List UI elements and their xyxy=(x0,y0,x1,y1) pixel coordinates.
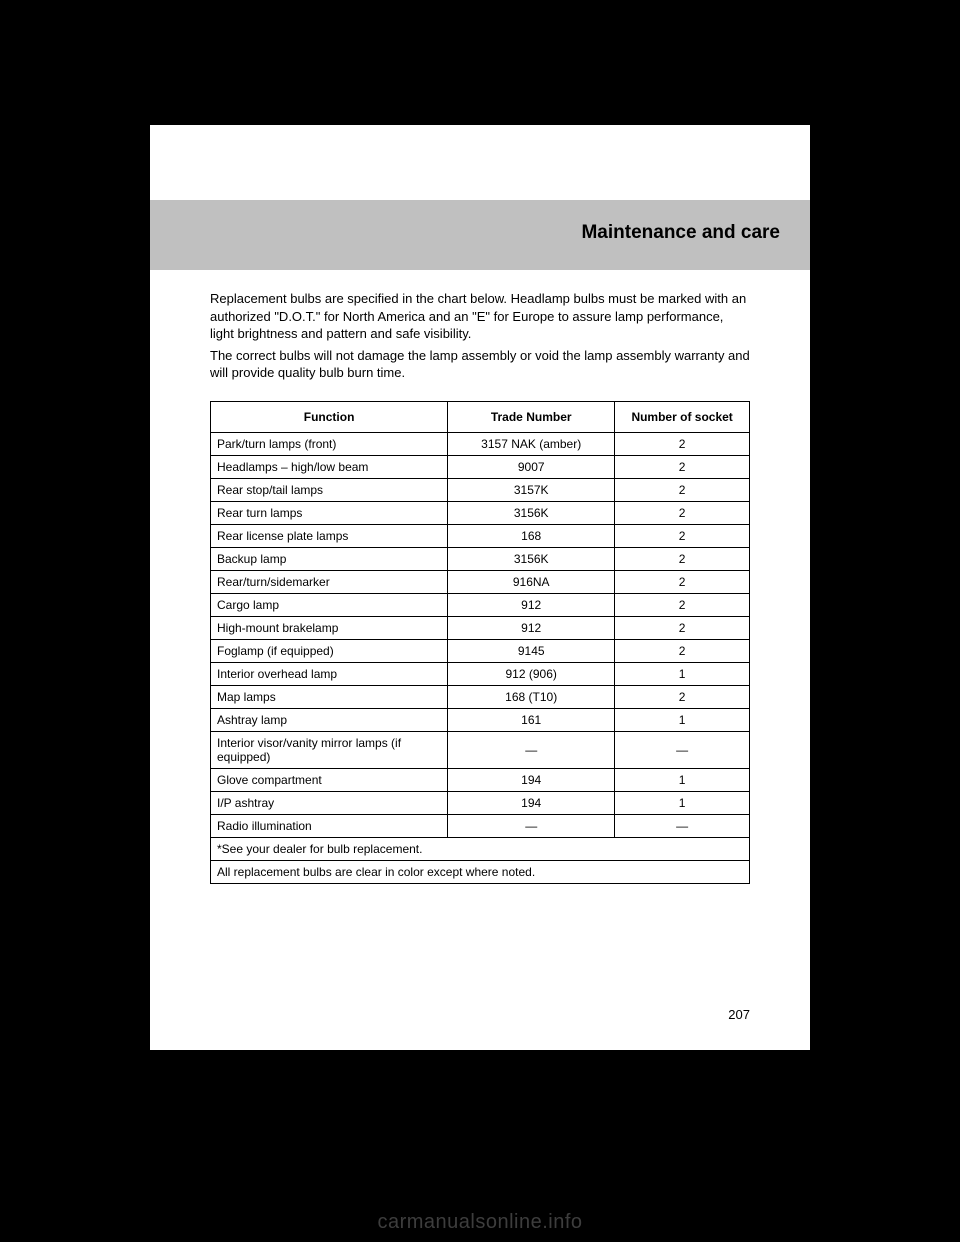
table-row: I/P ashtray 194 1 xyxy=(211,792,750,815)
footnote-clear: All replacement bulbs are clear in color… xyxy=(211,861,750,884)
cell-function: Radio illumination xyxy=(211,815,448,838)
cell-socket: — xyxy=(615,732,750,769)
cell-socket: 2 xyxy=(615,594,750,617)
cell-socket: 1 xyxy=(615,663,750,686)
cell-trade: 194 xyxy=(448,769,615,792)
page-number: 207 xyxy=(728,1007,750,1022)
cell-trade: 3157 NAK (amber) xyxy=(448,433,615,456)
cell-socket: 2 xyxy=(615,479,750,502)
bulb-table-wrap: Function Trade Number Number of socket P… xyxy=(210,401,750,884)
table-row: Radio illumination — — xyxy=(211,815,750,838)
table-row: Interior overhead lamp 912 (906) 1 xyxy=(211,663,750,686)
cell-function: Ashtray lamp xyxy=(211,709,448,732)
cell-socket: 2 xyxy=(615,433,750,456)
table-row: Rear stop/tail lamps 3157K 2 xyxy=(211,479,750,502)
cell-trade: 9145 xyxy=(448,640,615,663)
cell-function: Map lamps xyxy=(211,686,448,709)
cell-trade: 194 xyxy=(448,792,615,815)
cell-socket: 2 xyxy=(615,640,750,663)
cell-function: I/P ashtray xyxy=(211,792,448,815)
watermark-text: carmanualsonline.info xyxy=(377,1211,582,1234)
table-row: Cargo lamp 912 2 xyxy=(211,594,750,617)
cell-function: Headlamps – high/low beam xyxy=(211,456,448,479)
cell-trade: — xyxy=(448,732,615,769)
cell-trade: 916NA xyxy=(448,571,615,594)
cell-socket: 2 xyxy=(615,502,750,525)
intro-paragraph-1: Replacement bulbs are specified in the c… xyxy=(210,290,750,343)
cell-trade: 3157K xyxy=(448,479,615,502)
cell-socket: — xyxy=(615,815,750,838)
col-header-trade: Trade Number xyxy=(448,402,615,433)
cell-function: Cargo lamp xyxy=(211,594,448,617)
cell-socket: 2 xyxy=(615,548,750,571)
cell-function: Backup lamp xyxy=(211,548,448,571)
table-row: Headlamps – high/low beam 9007 2 xyxy=(211,456,750,479)
cell-trade: 3156K xyxy=(448,548,615,571)
table-row: Backup lamp 3156K 2 xyxy=(211,548,750,571)
cell-trade: 168 (T10) xyxy=(448,686,615,709)
table-footnote-row: *See your dealer for bulb replacement. xyxy=(211,838,750,861)
cell-trade: 912 xyxy=(448,594,615,617)
cell-socket: 2 xyxy=(615,617,750,640)
cell-socket: 2 xyxy=(615,525,750,548)
cell-socket: 2 xyxy=(615,571,750,594)
cell-trade: 912 (906) xyxy=(448,663,615,686)
cell-trade: 3156K xyxy=(448,502,615,525)
cell-socket: 2 xyxy=(615,456,750,479)
cell-function: High-mount brakelamp xyxy=(211,617,448,640)
cell-function: Rear license plate lamps xyxy=(211,525,448,548)
header-band: Maintenance and care xyxy=(150,200,810,270)
col-header-socket: Number of socket xyxy=(615,402,750,433)
cell-function: Interior visor/vanity mirror lamps (if e… xyxy=(211,732,448,769)
cell-trade: 161 xyxy=(448,709,615,732)
cell-function: Interior overhead lamp xyxy=(211,663,448,686)
page-section-title: Maintenance and care xyxy=(581,222,780,244)
cell-trade: 168 xyxy=(448,525,615,548)
table-row: Map lamps 168 (T10) 2 xyxy=(211,686,750,709)
table-row: Foglamp (if equipped) 9145 2 xyxy=(211,640,750,663)
footnote-dealer: *See your dealer for bulb replacement. xyxy=(211,838,750,861)
cell-function: Rear stop/tail lamps xyxy=(211,479,448,502)
table-row: Interior visor/vanity mirror lamps (if e… xyxy=(211,732,750,769)
table-row: Rear license plate lamps 168 2 xyxy=(211,525,750,548)
cell-socket: 1 xyxy=(615,769,750,792)
cell-trade: 9007 xyxy=(448,456,615,479)
cell-socket: 1 xyxy=(615,792,750,815)
table-row: Glove compartment 194 1 xyxy=(211,769,750,792)
manual-page: Maintenance and care Replacement bulbs a… xyxy=(150,125,810,1050)
cell-trade: 912 xyxy=(448,617,615,640)
bulb-spec-table: Function Trade Number Number of socket P… xyxy=(210,401,750,884)
cell-function: Foglamp (if equipped) xyxy=(211,640,448,663)
table-header-row: Function Trade Number Number of socket xyxy=(211,402,750,433)
cell-function: Park/turn lamps (front) xyxy=(211,433,448,456)
cell-socket: 1 xyxy=(615,709,750,732)
table-row: High-mount brakelamp 912 2 xyxy=(211,617,750,640)
table-row: Park/turn lamps (front) 3157 NAK (amber)… xyxy=(211,433,750,456)
intro-paragraph-2: The correct bulbs will not damage the la… xyxy=(210,347,750,382)
cell-socket: 2 xyxy=(615,686,750,709)
cell-trade: — xyxy=(448,815,615,838)
cell-function: Glove compartment xyxy=(211,769,448,792)
intro-text: Replacement bulbs are specified in the c… xyxy=(210,290,750,386)
table-footnote-row: All replacement bulbs are clear in color… xyxy=(211,861,750,884)
col-header-function: Function xyxy=(211,402,448,433)
cell-function: Rear/turn/sidemarker xyxy=(211,571,448,594)
table-row: Ashtray lamp 161 1 xyxy=(211,709,750,732)
table-row: Rear/turn/sidemarker 916NA 2 xyxy=(211,571,750,594)
table-row: Rear turn lamps 3156K 2 xyxy=(211,502,750,525)
cell-function: Rear turn lamps xyxy=(211,502,448,525)
